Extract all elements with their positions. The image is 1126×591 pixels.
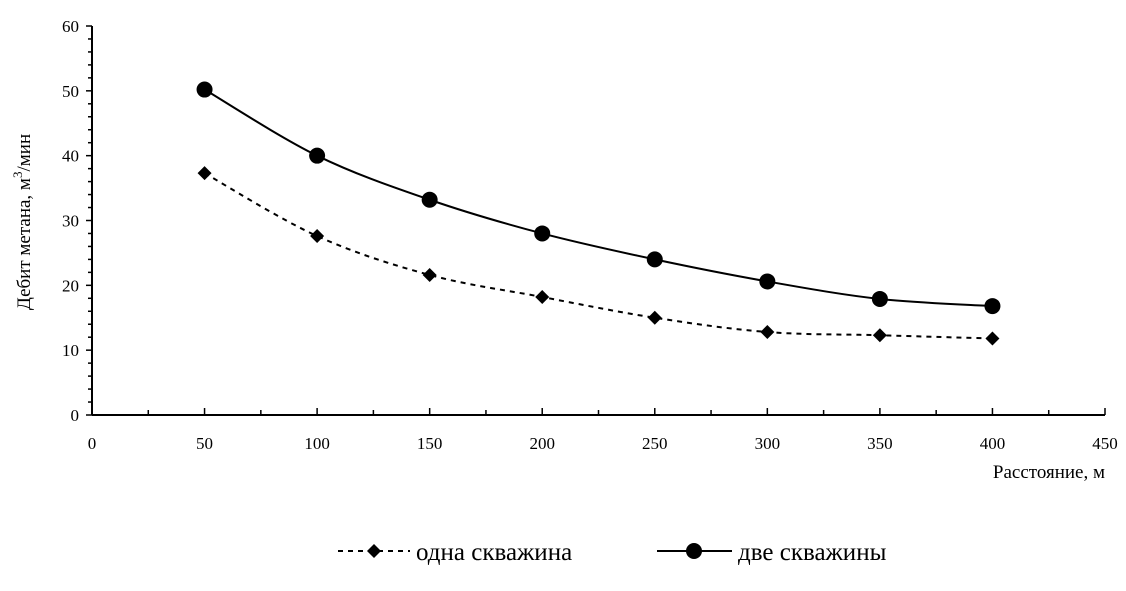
y-axis-title-suffix: /мин: [14, 134, 35, 172]
series-2: [196, 81, 1001, 315]
y-tick-label: 10: [62, 341, 79, 360]
data-point-series-2: [534, 225, 551, 242]
data-point-series-1: [647, 310, 662, 325]
x-tick-label: 400: [980, 434, 1006, 453]
ticks-layer: [86, 25, 1106, 416]
x-tick-label: 150: [417, 434, 443, 453]
y-tick-label: 40: [62, 147, 79, 166]
series-line-2: [204, 88, 993, 308]
data-point-series-1: [872, 328, 887, 343]
legend-item-series-1: одна скважина: [338, 539, 572, 566]
data-point-series-2: [196, 81, 213, 98]
legend-marker-series-2: [686, 543, 702, 559]
data-point-series-1: [422, 267, 437, 282]
labels-layer: 0 10 20 30 40 50 60 0 50 100 150 200 250 300 350 400 450: [62, 17, 1118, 453]
data-point-series-2: [309, 147, 326, 164]
x-tick-label: 350: [867, 434, 893, 453]
y-tick-label: 0: [71, 406, 80, 425]
y-tick-label: 20: [62, 276, 79, 295]
x-tick-label: 250: [642, 434, 668, 453]
x-tick-label: 200: [529, 434, 555, 453]
y-tick-label: 30: [62, 212, 79, 231]
axes-layer: [91, 26, 1105, 416]
x-tick-label: 0: [88, 434, 97, 453]
series-layer: [196, 81, 1001, 346]
y-axis-title-main: Дебит метана, м: [14, 178, 35, 310]
legend-label-series-2: две скважины: [738, 539, 887, 566]
data-point-series-2: [759, 273, 776, 290]
data-point-series-1: [535, 290, 550, 305]
data-point-series-2: [646, 251, 663, 268]
series-1: [197, 166, 1000, 346]
legend-marker-series-1: [367, 544, 381, 558]
x-tick-label: 300: [755, 434, 781, 453]
legend: одна скважина две скважины: [338, 539, 887, 566]
data-point-series-2: [871, 290, 888, 307]
data-point-series-2: [421, 191, 438, 208]
y-tick-label: 60: [62, 17, 79, 36]
data-point-series-1: [985, 331, 1000, 346]
data-point-series-1: [760, 325, 775, 340]
y-axis-title-superscript: 3: [10, 172, 25, 179]
data-point-series-2: [984, 298, 1001, 315]
x-tick-label: 450: [1092, 434, 1118, 453]
legend-item-series-2: две скважины: [657, 539, 887, 566]
data-point-series-1: [197, 166, 212, 181]
legend-label-series-1: одна скважина: [416, 539, 572, 566]
x-tick-label: 100: [304, 434, 330, 453]
x-axis-title: Расстояние, м: [993, 462, 1105, 483]
data-point-series-1: [310, 229, 325, 244]
y-tick-label: 50: [62, 82, 79, 101]
y-axis-title: Дебит метана, м3/мин: [10, 134, 35, 310]
x-tick-label: 50: [196, 434, 213, 453]
series-line-1: [204, 172, 993, 340]
